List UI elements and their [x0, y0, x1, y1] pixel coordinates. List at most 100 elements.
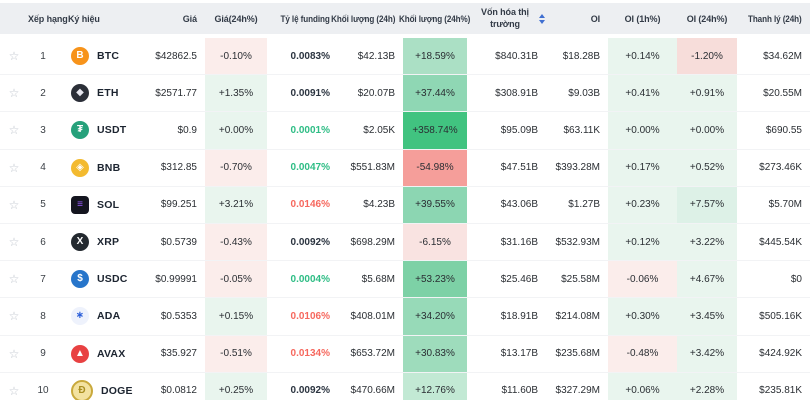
- oi-24h-pct-cell: +3.42%: [677, 335, 737, 372]
- price-change-24h-cell: -0.05%: [205, 261, 267, 298]
- price-change-24h-cell: +3.21%: [205, 186, 267, 223]
- table-row[interactable]: ☆ 6 X XRP $0.5739 -0.43% 0.0092% $698.29M -6.15%…: [0, 223, 810, 262]
- header-oi-1h-pct[interactable]: OI (1h%): [608, 3, 677, 34]
- table-row[interactable]: ☆ 1 B BTC $42862.5 -0.10% 0.0083% $42.13B +18.59…: [0, 38, 810, 76]
- header-price[interactable]: Giá: [140, 3, 205, 34]
- volume-24h-pct-cell: +12.76%: [403, 372, 467, 400]
- volume-24h-cell: $551.83M: [350, 162, 395, 174]
- oi-cell: $235.68M: [555, 348, 600, 360]
- favorite-star-icon[interactable]: ☆: [8, 383, 20, 398]
- oi-1h-pct-cell: +0.17%: [608, 149, 677, 186]
- table-row[interactable]: ☆ 9 ▲ AVAX $35.927 -0.51% 0.0134% $653.72M +30.8…: [0, 335, 810, 373]
- market-cap-cell: $840.31B: [495, 50, 538, 62]
- symbol-cell[interactable]: ₮ USDT: [58, 112, 140, 148]
- symbol-cell[interactable]: ∗ ADA: [58, 298, 140, 334]
- table-row[interactable]: ☆ 4 ◈ BNB $312.85 -0.70% 0.0047% $551.83M -54.98…: [0, 149, 810, 187]
- oi-24h-pct-cell: +3.22%: [677, 223, 737, 261]
- header-symbol[interactable]: Ký hiệu: [58, 3, 140, 34]
- liquidations-24h-cell: $424.92K: [759, 348, 802, 360]
- header-volume-24h-pct[interactable]: Khối lượng (24h%): [399, 3, 470, 34]
- table-row[interactable]: ☆ 3 ₮ USDT $0.9 +0.00% 0.0001% $2.05K +358.74% $9…: [0, 112, 810, 150]
- table-header: Xếp hạng Ký hiệu Giá Giá(24h%) Tỷ lệ fun…: [0, 3, 810, 34]
- volume-24h-pct-cell: -54.98%: [403, 149, 467, 186]
- symbol-cell[interactable]: Ð DOGE: [58, 373, 140, 400]
- table-row[interactable]: ☆ 5 ≡ SOL $99.251 +3.21% 0.0146% $4.23B +39.55% $…: [0, 186, 810, 224]
- favorite-star-icon[interactable]: ☆: [8, 160, 20, 175]
- favorite-star-icon[interactable]: ☆: [8, 123, 20, 138]
- market-cap-cell: $18.91B: [500, 310, 538, 322]
- header-liquidations-24h[interactable]: Thanh lý (24h): [737, 3, 810, 34]
- sort-arrows-icon[interactable]: [539, 13, 545, 24]
- volume-24h-pct-cell: +30.83%: [403, 335, 467, 372]
- funding-rate-cell: 0.0092%: [290, 236, 330, 248]
- table-row[interactable]: ☆ 8 ∗ ADA $0.5353 +0.15% 0.0106% $408.01M +34.20…: [0, 298, 810, 336]
- symbol-cell[interactable]: ▲ AVAX: [58, 336, 140, 372]
- ada-icon: ∗: [71, 307, 89, 326]
- rank-cell: 5: [40, 199, 46, 211]
- favorite-star-icon[interactable]: ☆: [8, 197, 20, 212]
- price-change-24h-cell: +0.00%: [205, 112, 267, 149]
- xrp-icon: X: [71, 233, 89, 252]
- bnb-icon: ◈: [71, 158, 89, 177]
- oi-cell: $1.27B: [568, 199, 600, 211]
- header-price-label: Giá: [182, 13, 197, 24]
- rank-cell: 4: [40, 162, 46, 174]
- table-row[interactable]: ☆ 2 ◆ ETH $2571.77 +1.35% 0.0091% $20.07B +37.44…: [0, 75, 810, 113]
- sol-icon: ≡: [71, 195, 89, 214]
- header-oi[interactable]: OI: [552, 3, 608, 34]
- symbol-cell[interactable]: ◆ ETH: [58, 75, 140, 111]
- funding-rate-cell: 0.0001%: [290, 124, 330, 136]
- header-rank[interactable]: Xếp hạng: [28, 3, 68, 34]
- oi-24h-pct-cell: +4.67%: [677, 261, 737, 298]
- header-funding-rate-label: Tỷ lệ funding: [280, 13, 330, 24]
- header-price-change-24h[interactable]: Giá(24h%): [205, 3, 267, 34]
- volume-24h-cell: $4.23B: [363, 199, 395, 211]
- usdc-icon: $: [71, 270, 89, 289]
- favorite-star-icon[interactable]: ☆: [8, 309, 20, 324]
- funding-rate-cell: 0.0134%: [290, 348, 330, 360]
- symbol-cell[interactable]: X XRP: [58, 224, 140, 260]
- rank-cell: 1: [40, 50, 46, 62]
- favorite-star-icon[interactable]: ☆: [8, 272, 20, 287]
- market-cap-cell: $11.60B: [501, 385, 538, 397]
- favorite-cell: ☆: [0, 298, 28, 334]
- header-volume-24h[interactable]: Khối lượng (24h): [331, 3, 403, 34]
- header-market-cap[interactable]: Vốn hóa thị trường: [467, 3, 552, 34]
- table-row[interactable]: ☆ 7 $ USDC $0.99991 -0.05% 0.0004% $5.68M +53.23…: [0, 261, 810, 299]
- oi-1h-pct-cell: -0.48%: [608, 335, 677, 372]
- symbol-label: AVAX: [97, 347, 126, 360]
- favorite-star-icon[interactable]: ☆: [8, 235, 20, 250]
- volume-24h-pct-cell: +18.59%: [403, 38, 467, 75]
- oi-24h-pct-cell: +2.28%: [677, 372, 737, 400]
- rank-cell: 9: [40, 348, 46, 360]
- header-funding-rate[interactable]: Tỷ lệ funding: [267, 3, 338, 34]
- table-row[interactable]: ☆ 10 Ð DOGE $0.0812 +0.25% 0.0092% $470.66M +12.…: [0, 372, 810, 400]
- oi-cell: $63.11K: [563, 124, 600, 136]
- rank-cell: 7: [40, 273, 46, 285]
- rank-cell: 6: [40, 236, 46, 248]
- volume-24h-pct-cell: -6.15%: [403, 223, 467, 261]
- favorite-star-icon[interactable]: ☆: [8, 49, 20, 64]
- volume-24h-cell: $470.66M: [350, 385, 395, 397]
- symbol-cell[interactable]: ≡ SOL: [58, 187, 140, 223]
- price-change-24h-cell: -0.43%: [205, 223, 267, 261]
- header-rank-label: Xếp hạng: [28, 13, 68, 24]
- symbol-label: XRP: [97, 236, 120, 249]
- header-oi-24h-pct[interactable]: OI (24h%): [677, 3, 737, 34]
- liquidations-24h-cell: $0: [790, 273, 802, 285]
- liquidations-24h-cell: $5.70M: [768, 199, 802, 211]
- symbol-label: DOGE: [101, 384, 133, 397]
- favorite-star-icon[interactable]: ☆: [8, 346, 20, 361]
- oi-1h-pct-cell: +0.23%: [608, 186, 677, 223]
- favorite-star-icon[interactable]: ☆: [8, 86, 20, 101]
- symbol-cell[interactable]: $ USDC: [58, 261, 140, 297]
- price-cell: $0.9: [177, 124, 197, 136]
- symbol-cell[interactable]: B BTC: [58, 38, 140, 74]
- header-oi-label: OI: [590, 13, 600, 24]
- header-market-cap-label: Vốn hóa thị trường: [481, 7, 529, 29]
- price-change-24h-cell: +1.35%: [205, 75, 267, 112]
- header-price-change-24h-label: Giá(24h%): [214, 13, 258, 24]
- symbol-cell[interactable]: ◈ BNB: [58, 150, 140, 186]
- volume-24h-pct-cell: +39.55%: [403, 186, 467, 223]
